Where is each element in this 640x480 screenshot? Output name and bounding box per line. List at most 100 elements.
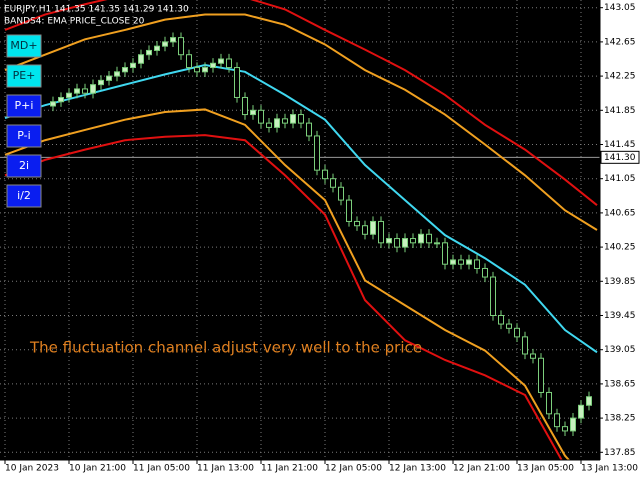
candle-body: [258, 109, 264, 124]
candle-body: [370, 220, 376, 235]
candle-body: [114, 71, 120, 77]
candle-body: [386, 238, 392, 244]
candle-body: [274, 118, 280, 128]
y-tick-label: 138.65: [604, 379, 636, 389]
candle-body: [98, 79, 104, 86]
candle-body: [458, 259, 464, 265]
price-label-box: [600, 150, 640, 164]
price-label: 141.30: [604, 153, 636, 163]
button[interactable]: i/2: [6, 184, 42, 208]
candle-body: [178, 37, 184, 56]
y-tick-label: 141.45: [604, 140, 636, 150]
candle-body: [530, 353, 536, 359]
candle-body: [122, 67, 128, 73]
chart-title: EURJPY,H1 141.35 141.35 141.29 141.30: [4, 5, 189, 15]
candle-body: [378, 220, 384, 244]
candle-body: [90, 84, 96, 94]
button-bg[interactable]: [6, 184, 42, 208]
button-bg[interactable]: [6, 34, 42, 58]
candle-body: [162, 41, 168, 47]
candle-body: [402, 238, 408, 248]
candle-body: [394, 238, 400, 248]
x-tick-label: 11 Jan 13:00: [197, 464, 254, 474]
candle-body: [418, 233, 424, 244]
candle-body: [226, 58, 232, 69]
candle-body: [306, 122, 312, 137]
chart-subtitle: BANDS4: EMA PRICE_CLOSE 20: [4, 17, 145, 27]
grid: [0, 0, 600, 460]
y-tick-label: 140.65: [604, 208, 636, 218]
candle-body: [74, 88, 80, 94]
annotation: The fluctuation channel adjust very well…: [29, 339, 422, 357]
y-tick-label: 139.85: [604, 277, 636, 287]
x-tick-label: 12 Jan 13:00: [389, 464, 446, 474]
candle-body: [186, 54, 192, 69]
y-tick-label: 142.65: [604, 37, 636, 47]
candle-body: [490, 276, 496, 317]
button-label[interactable]: PE+: [13, 69, 36, 82]
candle-body: [106, 75, 112, 81]
button-label[interactable]: P+i: [15, 99, 34, 112]
plot-area: [0, 0, 600, 460]
button-bg[interactable]: [6, 94, 42, 118]
button[interactable]: 2i: [6, 154, 42, 178]
candle-body: [338, 186, 344, 201]
candle-body: [354, 220, 360, 227]
candle-body: [570, 417, 576, 432]
candle-body: [194, 67, 200, 73]
band-line: [4, 13, 598, 231]
button[interactable]: P+i: [6, 94, 42, 118]
button[interactable]: MD+: [6, 34, 42, 58]
candle-body: [58, 96, 64, 103]
x-tick-label: 11 Jan 05:00: [133, 464, 190, 474]
candle-body: [538, 357, 544, 393]
candle-body: [234, 67, 240, 98]
candle-body: [282, 118, 288, 124]
candle-body: [426, 233, 432, 244]
candle-body: [362, 225, 368, 235]
axes: 143.05 142.65 142.25 141.85 141.45 141.05 140.…: [4, 3, 640, 474]
button[interactable]: PE+: [6, 64, 42, 88]
y-tick-label: 138.25: [604, 414, 636, 424]
x-tick-label: 10 Jan 21:00: [69, 464, 126, 474]
candle-body: [498, 315, 504, 325]
band-line: [4, 63, 598, 354]
y-tick-label: 139.05: [604, 345, 636, 355]
button-bg[interactable]: [6, 64, 42, 88]
y-tick-label: 143.05: [604, 3, 636, 13]
button-label[interactable]: P-i: [17, 129, 30, 142]
candle-body: [514, 327, 520, 338]
band-line: [4, 134, 563, 460]
button-bg[interactable]: [6, 124, 42, 148]
plot: [4, 0, 598, 460]
candle-body: [506, 323, 512, 329]
candle-body: [522, 336, 528, 355]
candle-body: [322, 169, 328, 180]
candle-body: [554, 413, 560, 428]
band-line: [4, 108, 571, 460]
candle-body: [578, 404, 584, 419]
candle-body: [170, 37, 176, 43]
candle-body: [314, 135, 320, 171]
band-line: [4, 0, 598, 206]
candle-body: [66, 92, 72, 98]
x-tick-label: 11 Jan 21:00: [261, 464, 318, 474]
candle-body: [410, 238, 416, 244]
candle-body: [154, 45, 160, 51]
candle-body: [82, 88, 88, 94]
button[interactable]: P-i: [6, 124, 42, 148]
candle-body: [474, 259, 480, 269]
candle-body: [210, 62, 216, 69]
button-label[interactable]: MD+: [10, 39, 37, 52]
button-label[interactable]: 2i: [19, 159, 29, 172]
y-tick-label: 139.45: [604, 311, 636, 321]
button-label[interactable]: i/2: [17, 189, 31, 202]
x-tick-label: 12 Jan 05:00: [325, 464, 382, 474]
candle-body: [546, 391, 552, 415]
candle-body: [50, 101, 56, 107]
button-bg[interactable]: [6, 154, 42, 178]
candle-body: [482, 267, 488, 278]
buttons: MD+ PE+ P+i P-i 2i i/2: [6, 34, 42, 208]
y-tick-label: 142.25: [604, 72, 636, 82]
